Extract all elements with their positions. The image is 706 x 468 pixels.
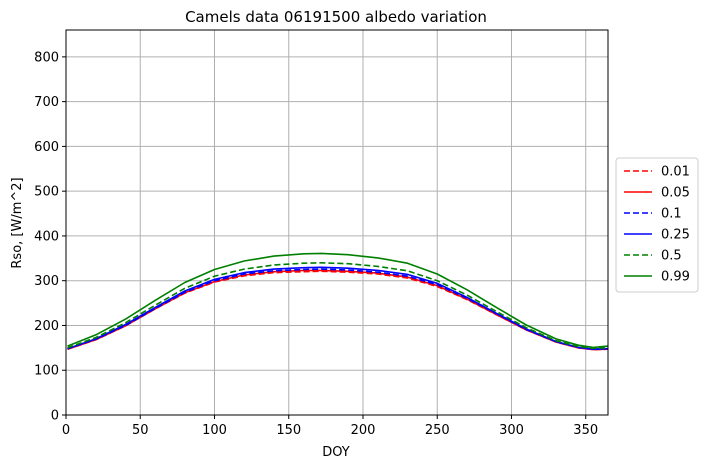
x-axis-ticks: 0 50 100 150 200 250 300 350 [62, 415, 598, 438]
y-tick-label: 800 [34, 50, 59, 65]
y-tick-label: 500 [34, 185, 59, 200]
x-tick-label: 100 [202, 423, 227, 438]
x-tick-label: 50 [132, 423, 149, 438]
legend-label: 0.05 [661, 186, 690, 201]
series-line-0.05 [67, 269, 608, 351]
chart-title: Camels data 06191500 albedo variation [185, 8, 487, 26]
x-tick-label: 200 [351, 423, 376, 438]
legend-label: 0.1 [661, 207, 682, 222]
series-line-0.25 [67, 266, 608, 351]
x-axis-label: DOY [322, 445, 350, 460]
y-tick-label: 600 [34, 140, 59, 155]
series-line-0.99 [67, 252, 608, 349]
grid-lines [65, 30, 608, 416]
y-tick-label: 300 [34, 274, 59, 289]
x-tick-label: 150 [276, 423, 301, 438]
legend-label: 0.01 [661, 165, 690, 180]
y-tick-label: 700 [34, 95, 59, 110]
y-axis-label: Rso, [W/m^2] [10, 177, 25, 268]
y-tick-label: 100 [34, 364, 59, 379]
series-line-0.5 [67, 261, 608, 350]
y-tick-label: 0 [51, 409, 59, 424]
x-tick-label: 300 [499, 423, 524, 438]
y-axis-ticks: 0 100 200 300 400 500 600 700 800 [34, 50, 66, 424]
series-lines [67, 252, 608, 351]
legend-label: 0.25 [661, 228, 690, 243]
legend-label: 0.99 [661, 270, 690, 285]
y-tick-label: 200 [34, 319, 59, 334]
legend-label: 0.5 [661, 249, 682, 264]
legend: 0.01 0.05 0.1 0.25 0.5 0.99 [615, 157, 699, 293]
x-tick-label: 250 [425, 423, 450, 438]
x-tick-label: 0 [62, 423, 70, 438]
x-tick-label: 350 [573, 423, 598, 438]
y-tick-label: 400 [34, 229, 59, 244]
plot-area-frame [65, 29, 609, 416]
